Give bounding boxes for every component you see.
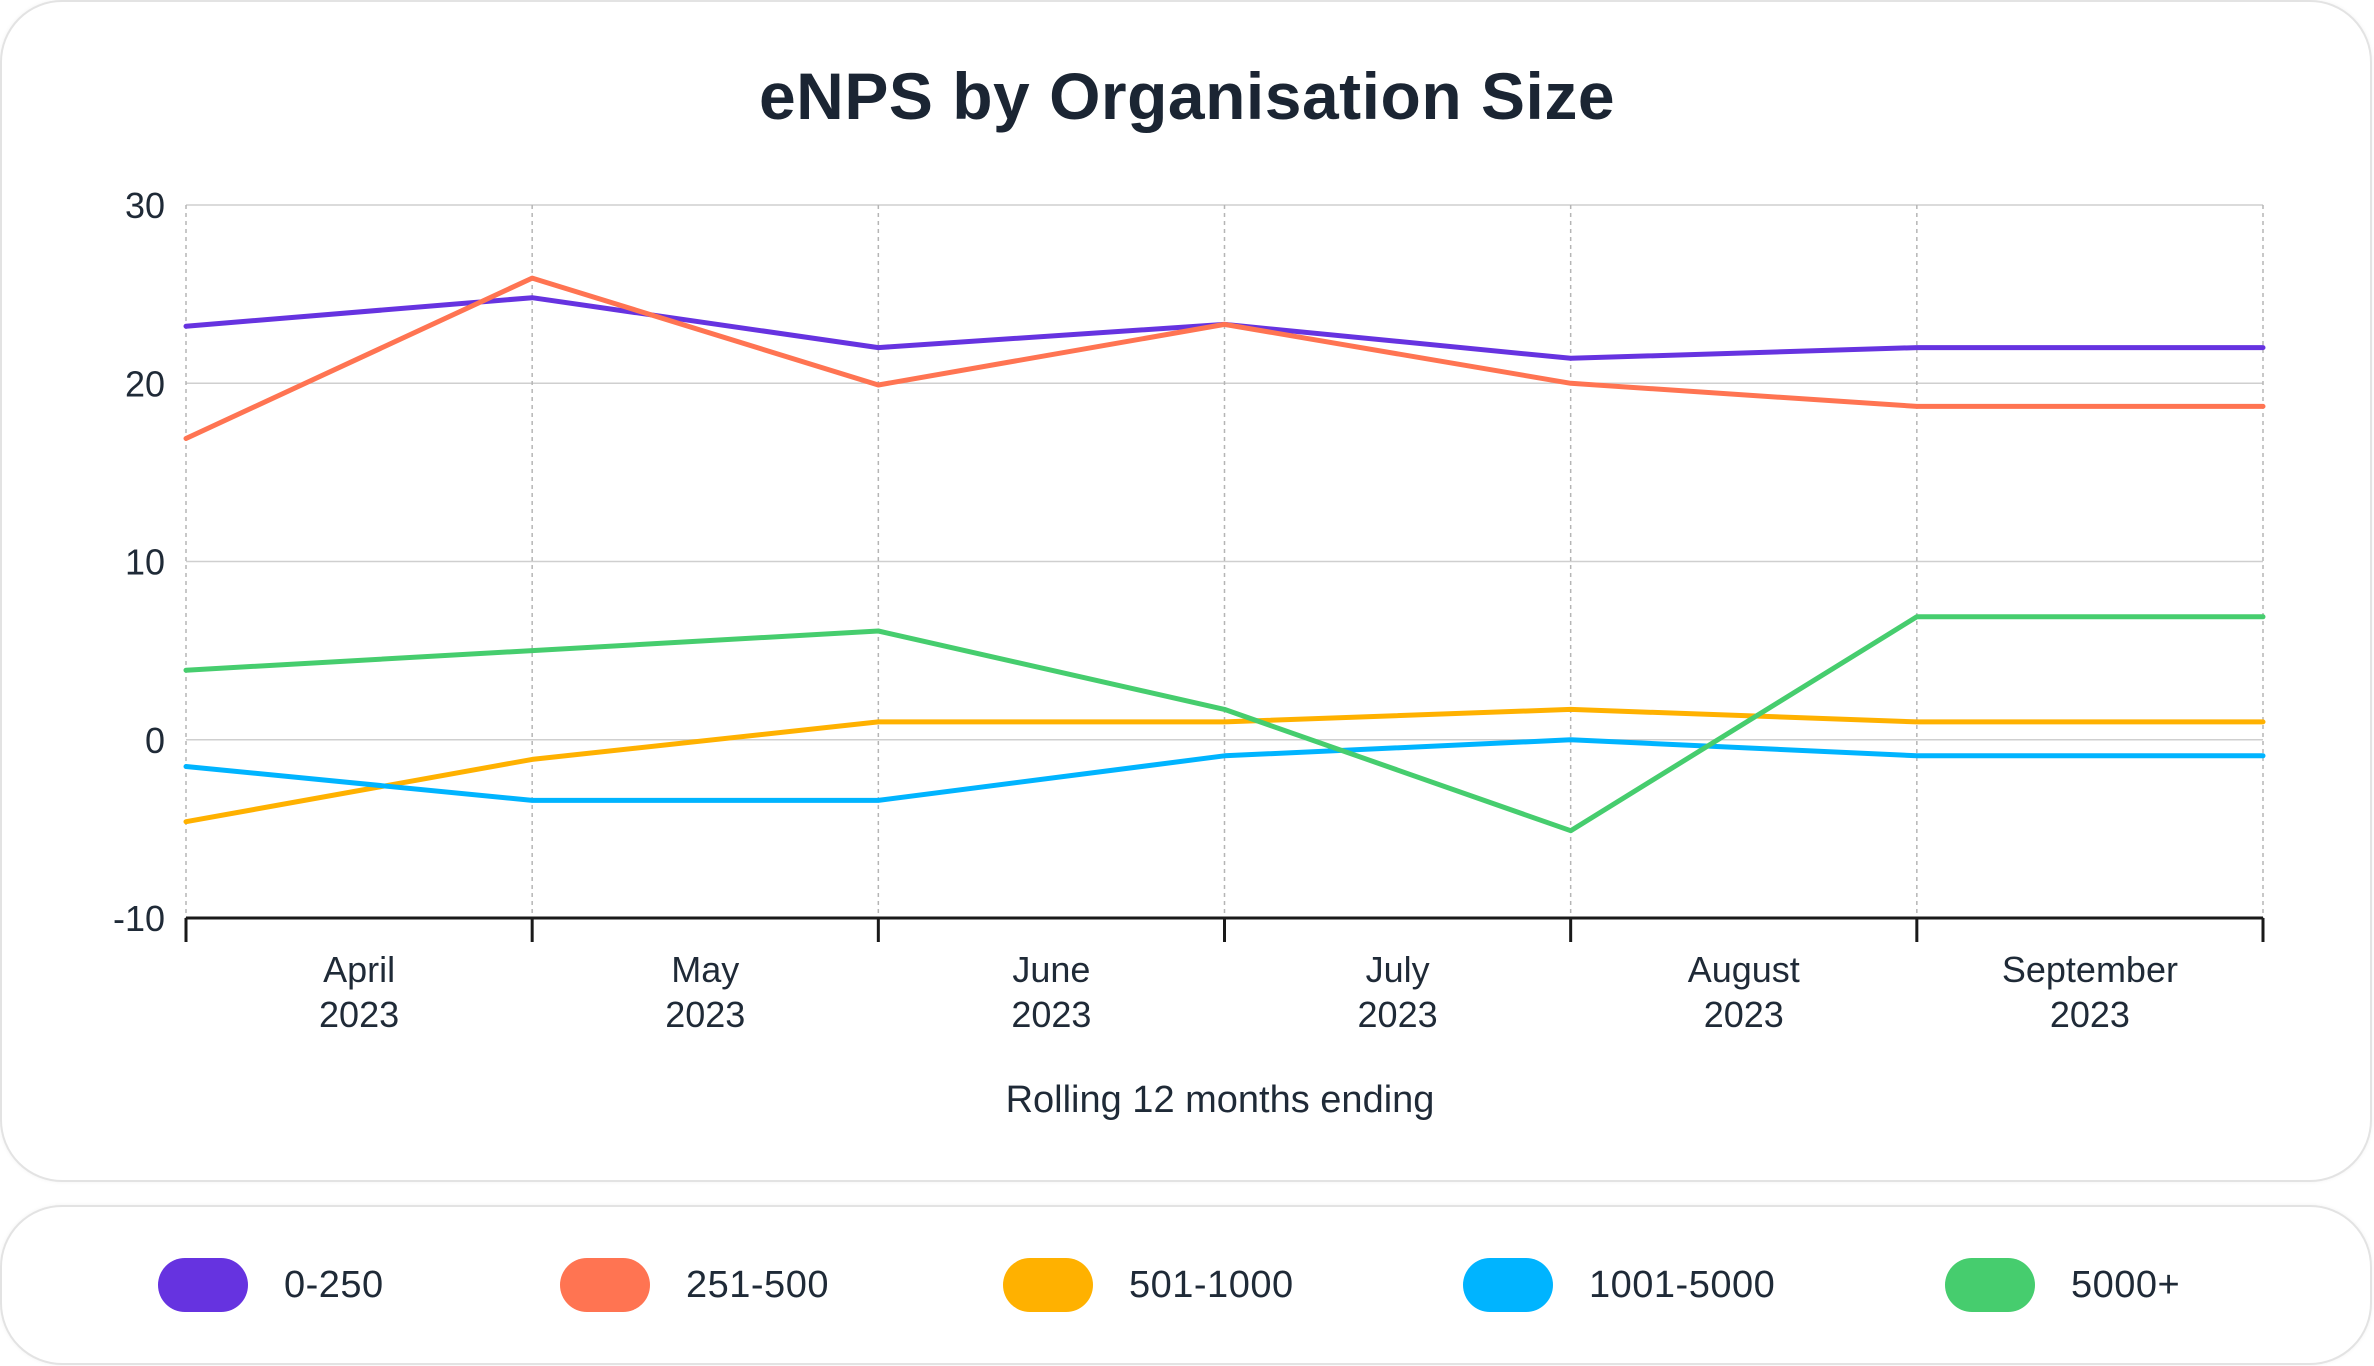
legend-label: 0-250 (284, 1263, 384, 1306)
y-tick-label: 0 (145, 720, 165, 761)
legend-item-1001-5000: 1001-5000 (1463, 1205, 1775, 1365)
legend-item-251-500: 251-500 (560, 1205, 829, 1365)
chart-card (0, 0, 2372, 1182)
series-line-5000+ (183, 614, 2266, 834)
legend-swatch (158, 1258, 248, 1312)
x-tick-label-month: August (1688, 949, 1800, 990)
y-tick-label: 30 (125, 185, 165, 226)
x-tick-label-year: 2023 (319, 994, 399, 1035)
y-tick-label: 10 (125, 542, 165, 583)
x-tick-label-year: 2023 (1011, 994, 1091, 1035)
x-tick-label-month: July (1366, 949, 1430, 990)
legend-swatch (560, 1258, 650, 1312)
legend-label: 501-1000 (1129, 1263, 1294, 1306)
legend: 0-250 251-500 501-1000 1001-5000 5000+ (0, 1205, 2374, 1365)
legend-label: 5000+ (2071, 1263, 2181, 1306)
legend-swatch (1003, 1258, 1093, 1312)
y-tick-label: 20 (125, 363, 165, 404)
legend-swatch (1463, 1258, 1553, 1312)
chart-title: eNPS by Organisation Size (758, 59, 1616, 133)
x-tick-label-year: 2023 (1358, 994, 1438, 1035)
legend-label: 1001-5000 (1589, 1263, 1776, 1306)
x-axis-tick-labels: April2023May2023June2023July2023August20… (319, 949, 2178, 1035)
legend-item-0-250: 0-250 (158, 1205, 384, 1365)
x-tick-label-year: 2023 (665, 994, 745, 1035)
series-line-251-500 (183, 275, 2266, 441)
legend-swatch (1945, 1258, 2035, 1312)
y-axis-tick-labels: 30 20 10 0 -10 (113, 185, 165, 939)
legend-item-5000+: 5000+ (1945, 1205, 2180, 1365)
series-line-501-1000 (183, 706, 2266, 825)
x-tick-label-year: 2023 (1704, 994, 1784, 1035)
x-tick-label-month: April (323, 949, 395, 990)
series-line-1001-5000 (183, 737, 2266, 803)
x-tick-label-month: June (1012, 949, 1090, 990)
x-tick-label-month: September (2002, 949, 2178, 990)
legend-label: 251-500 (686, 1263, 829, 1306)
legend-item-501-1000: 501-1000 (1003, 1205, 1294, 1365)
x-tick-label-year: 2023 (2050, 994, 2130, 1035)
series-lines (183, 275, 2266, 834)
y-tick-label: -10 (113, 898, 165, 939)
x-axis-label: Rolling 12 months ending (1006, 1079, 1435, 1121)
x-tick-label-month: May (671, 949, 739, 990)
x-axis-ticks (184, 918, 2265, 942)
